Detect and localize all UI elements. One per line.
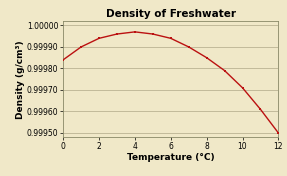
Y-axis label: Density (g/cm³): Density (g/cm³): [16, 40, 25, 118]
Title: Density of Freshwater: Density of Freshwater: [106, 9, 236, 19]
X-axis label: Temperature (°C): Temperature (°C): [127, 153, 215, 162]
